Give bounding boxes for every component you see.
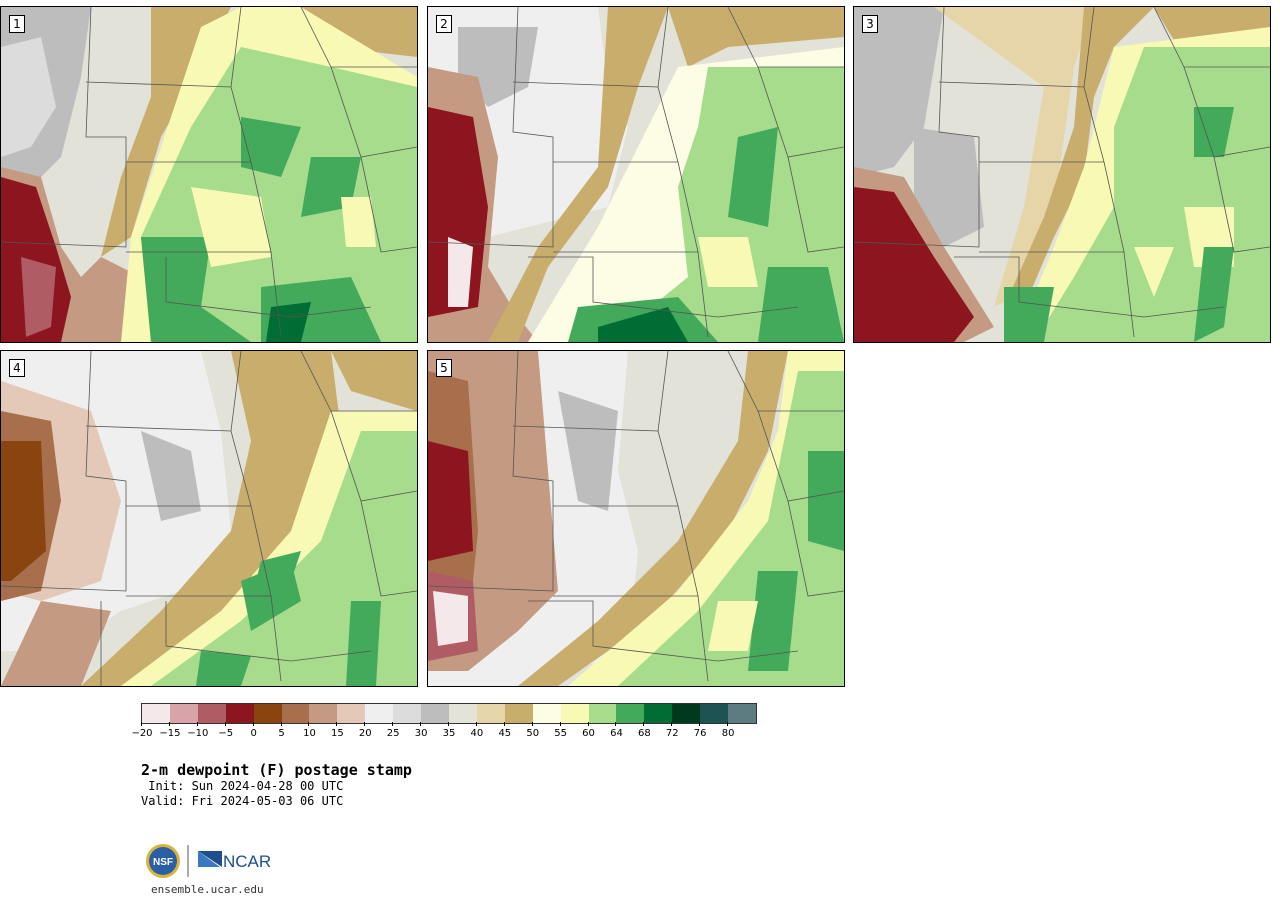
colorbar-tick [671,722,673,726]
colorbar-swatch [672,704,701,723]
colorbar-ticks: −20 −15 −10 −5 0 5 10 15 20 25 30 35 40 45 50 55 60 64 68 7… [131,722,757,742]
colorbar-tick-label: 10 [303,728,316,739]
colorbar-swatch [644,704,673,723]
colorbar-swatch [504,704,533,723]
colorbar-swatch [225,704,254,723]
site-url: ensemble.ucar.edu [151,883,264,896]
svg-text:NSF: NSF [153,857,173,868]
colorbar-tick-label: 40 [470,728,484,739]
colorbar-tick-label: 68 [637,728,651,739]
colorbar-swatch [197,704,226,723]
svg-text:NCAR: NCAR [223,852,271,871]
colorbar-swatch [142,704,170,723]
colorbar-swatch [560,704,589,723]
colorbar-tick-label: −5 [218,728,234,739]
nsf-logo: NSF [146,844,180,878]
colorbar-tick [643,722,645,726]
colorbar-tick-label: 35 [442,728,456,739]
colorbar-swatch [476,704,505,723]
logos: NSF NCAR [145,843,285,879]
colorbar-tick-label: −10 [187,728,209,739]
colorbar-tick-label: 55 [554,728,567,739]
colorbar-tick-label: 72 [665,728,679,739]
figure-title: 2-m dewpoint (F) postage stamp [141,761,412,779]
colorbar-tick [503,722,505,726]
colorbar-tick [559,722,561,726]
colorbar-swatch [309,704,338,723]
panel-number: 5 [436,359,452,377]
colorbar-tick-label: 50 [526,728,540,739]
colorbar-tick [336,722,338,726]
nsf-ncar-logo: NSF NCAR [146,844,271,878]
panel-number: 4 [9,359,25,377]
colorbar-tick [420,722,422,726]
colorbar-tick [308,722,310,726]
colorbar [141,703,757,724]
valid-time: Valid: Fri 2024-05-03 06 UTC [141,794,344,808]
colorbar-tick [280,722,282,726]
colorbar-tick [727,722,729,726]
map-panel-3: 3 [853,6,1271,343]
colorbar-tick [224,722,226,726]
colorbar-tick [364,722,366,726]
colorbar-tick [587,722,589,726]
colorbar-tick [392,722,394,726]
map-panel-4: 4 [0,350,418,687]
colorbar-tick-label: −15 [159,728,181,739]
colorbar-tick-label: 45 [498,728,512,739]
colorbar-tick [448,722,449,726]
map-panel-1: 1 [0,6,418,343]
colorbar-swatch [421,704,449,723]
colorbar-tick [196,722,198,726]
colorbar-tick-label: 80 [721,728,735,739]
colorbar-swatch [253,704,282,723]
dewpoint-map-4 [1,351,417,686]
colorbar-tick-label: 20 [358,728,372,739]
map-panel-5: 5 [427,350,845,687]
panel-number: 2 [436,15,452,33]
colorbar-tick-label: 5 [278,728,285,739]
colorbar-tick [141,722,142,726]
colorbar-swatch [169,704,198,723]
dewpoint-map-5 [428,351,844,686]
colorbar-swatch [393,704,422,723]
panel-number: 1 [9,15,25,33]
colorbar-swatch [532,704,561,723]
colorbar-tick-label: 76 [693,728,707,739]
colorbar-swatch [448,704,477,723]
colorbar-tick [252,722,254,726]
colorbar-swatch [281,704,310,723]
dewpoint-map-3 [854,7,1270,342]
colorbar-tick [475,722,477,726]
colorbar-swatch [365,704,394,723]
colorbar-tick-label: 64 [610,728,623,739]
dewpoint-map-2 [428,7,844,342]
colorbar-tick [615,722,617,726]
colorbar-swatch [337,704,366,723]
map-panel-2: 2 [427,6,845,343]
colorbar-swatch [700,704,729,723]
colorbar-swatch [616,704,645,723]
colorbar-swatch [588,704,617,723]
colorbar-tick [699,722,701,726]
ncar-logo: NCAR [198,851,271,871]
colorbar-tick-label: −20 [131,728,153,739]
colorbar-tick-label: 60 [582,728,595,739]
colorbar-tick [168,722,170,726]
init-time: Init: Sun 2024-04-28 00 UTC [141,779,344,793]
dewpoint-map-1 [1,7,417,342]
colorbar-tick-label: 25 [386,728,400,739]
colorbar-tick-label: 15 [330,728,344,739]
colorbar-tick-label: 30 [414,728,428,739]
colorbar-swatch [728,704,756,723]
colorbar-tick-label: 0 [250,728,257,739]
panel-number: 3 [862,15,878,33]
colorbar-tick [531,722,533,726]
